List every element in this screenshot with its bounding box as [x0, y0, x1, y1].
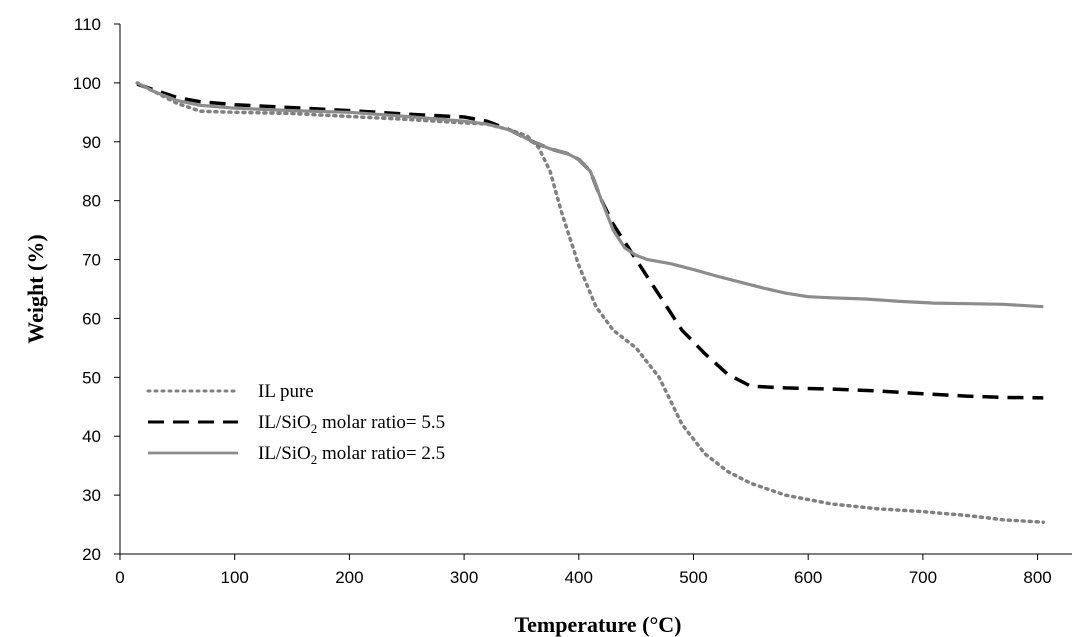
legend: IL pure IL/SiO2 molar ratio= 5.5 IL/SiO2…: [146, 381, 445, 467]
y-tick-label: 80: [82, 192, 101, 211]
axes: [119, 24, 1072, 555]
series-line-ratio-2-5: [136, 81, 1044, 309]
x-tick-label: 700: [909, 568, 937, 587]
y-tick-label: 70: [82, 251, 101, 270]
series-line-il-pure: [135, 81, 1046, 524]
y-tick-label: 60: [82, 309, 101, 328]
legend-label-tail: molar ratio= 2.5: [317, 443, 445, 464]
legend-label-subscript: 2: [311, 452, 318, 467]
x-tick-label: 600: [794, 568, 822, 587]
x-tick-label: 500: [679, 568, 707, 587]
series-line-ratio-5-5: [136, 82, 1044, 400]
series-layer: [135, 81, 1046, 524]
legend-label-il-pure: IL pure: [258, 381, 314, 402]
x-axis-title: Temperature (°C): [514, 612, 681, 637]
legend-entry-il-pure: IL pure: [146, 381, 314, 402]
legend-entry-ratio-2-5: IL/SiO2 molar ratio= 2.5: [148, 443, 445, 467]
x-tick-label: 800: [1023, 568, 1051, 587]
y-tick-label: 110: [74, 15, 101, 34]
y-tick-label: 50: [82, 368, 101, 387]
legend-label-main: IL/SiO: [258, 443, 311, 464]
x-tick-label: 100: [221, 568, 249, 587]
y-tick-label: 100: [73, 74, 101, 93]
x-tick-label: 300: [450, 568, 478, 587]
legend-label-main: IL pure: [258, 381, 314, 402]
x-tick-label: 400: [565, 568, 593, 587]
x-ticks: 0 100 200 300 400 500 600 700 800: [115, 554, 1052, 587]
x-tick-label: 200: [335, 568, 363, 587]
y-tick-label: 40: [82, 427, 101, 446]
y-tick-label: 30: [82, 486, 101, 505]
legend-label-subscript: 2: [311, 421, 318, 436]
legend-label-ratio-5-5: IL/SiO2 molar ratio= 5.5: [258, 412, 445, 436]
y-tick-label: 90: [82, 133, 101, 152]
y-axis-title: Weight (%): [23, 234, 48, 343]
x-tick-label: 0: [115, 568, 124, 587]
y-tick-label: 20: [82, 545, 101, 564]
legend-label-ratio-2-5: IL/SiO2 molar ratio= 2.5: [258, 443, 445, 467]
y-ticks: 20 30 40 50 60 70 80 90 100 110: [73, 15, 120, 564]
legend-entry-ratio-5-5: IL/SiO2 molar ratio= 5.5: [148, 412, 445, 436]
legend-label-main: IL/SiO: [258, 412, 311, 433]
legend-label-tail: molar ratio= 5.5: [317, 412, 445, 433]
